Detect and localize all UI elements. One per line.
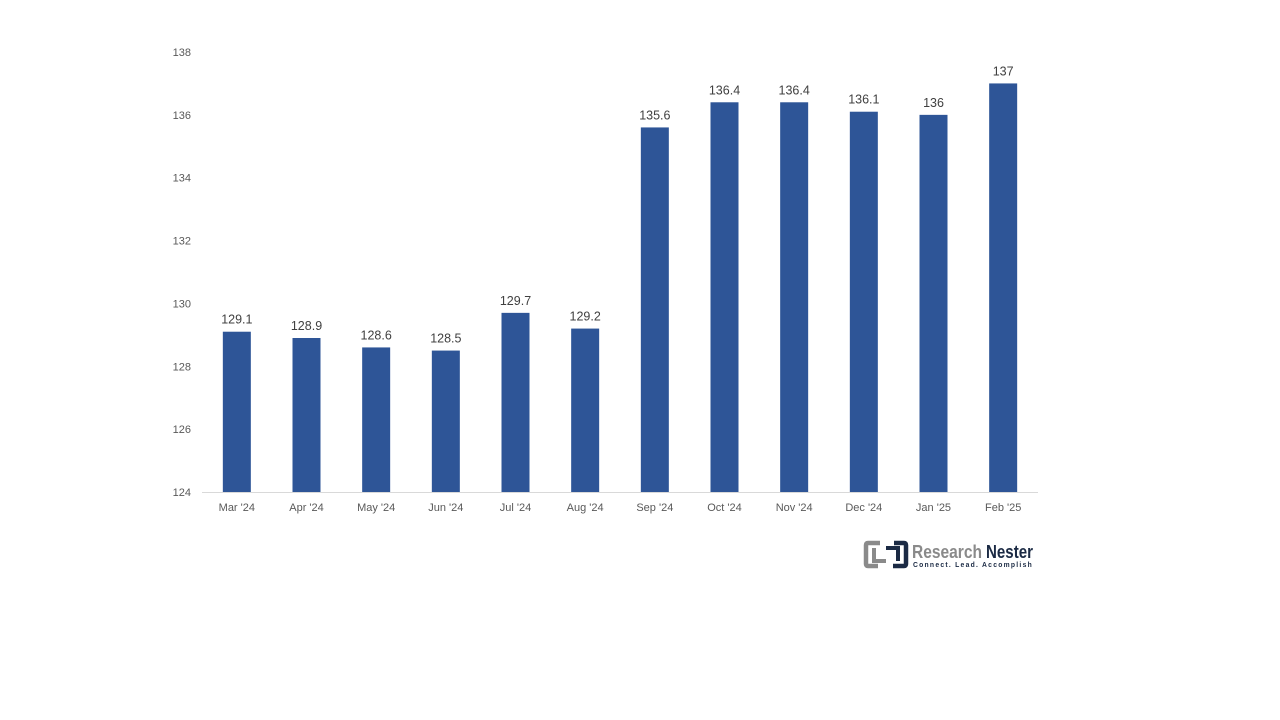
data-label: 136.4 <box>779 83 810 97</box>
x-tick-label: May '24 <box>357 502 395 514</box>
x-tick-label: Sep '24 <box>636 502 673 514</box>
data-label: 136.4 <box>709 83 740 97</box>
y-tick-label: 128 <box>173 361 191 373</box>
x-tick-label: Jun '24 <box>428 502 463 514</box>
logo-mark-icon <box>863 540 909 569</box>
y-tick-label: 126 <box>173 424 191 436</box>
x-tick-label: Nov '24 <box>776 502 813 514</box>
data-label: 128.6 <box>361 328 392 342</box>
x-tick-label: Jul '24 <box>500 502 531 514</box>
y-tick-label: 134 <box>173 173 191 185</box>
x-tick-label: Feb '25 <box>985 502 1021 514</box>
y-tick-label: 136 <box>173 110 191 122</box>
bars <box>222 83 1018 493</box>
x-tick-label: Mar '24 <box>219 502 255 514</box>
x-axis: Mar '24 Apr '24 May '24 Jun '24 Jul '24 Aug '… <box>202 492 1038 514</box>
bar <box>501 312 530 492</box>
x-tick-label: Aug '24 <box>567 502 604 514</box>
bar <box>710 102 739 493</box>
data-labels: 129.1 128.9 128.6 128.5 129.7 129.2 135.6 136.4… <box>221 64 1013 345</box>
bar <box>292 338 321 492</box>
bar <box>919 114 948 492</box>
data-label: 128.5 <box>430 332 461 346</box>
data-label: 128.9 <box>291 319 322 333</box>
data-label: 136 <box>923 96 944 110</box>
x-tick-label: Dec '24 <box>845 502 882 514</box>
y-tick-label: 132 <box>173 236 191 248</box>
data-label: 135.6 <box>639 108 670 122</box>
bar <box>989 83 1018 492</box>
y-tick-label: 138 <box>173 47 191 59</box>
logo-word-research: Research <box>912 541 982 562</box>
x-tick-label: Apr '24 <box>289 502 324 514</box>
bar <box>362 347 391 492</box>
bar <box>431 350 460 492</box>
y-tick-label: 124 <box>173 487 191 499</box>
data-label: 129.2 <box>570 310 601 324</box>
logo-tagline: Connect. Lead. Accomplish <box>913 562 1033 569</box>
bar <box>640 127 669 492</box>
x-tick-label: Oct '24 <box>707 502 742 514</box>
y-tick-label: 130 <box>173 298 191 310</box>
bar <box>222 331 251 492</box>
data-label: 136.1 <box>848 93 879 107</box>
data-label: 129.1 <box>221 313 252 327</box>
y-axis: 124 126 128 130 132 134 136 138 <box>173 47 191 499</box>
logo-word-nester: Nester <box>986 541 1033 562</box>
data-label: 137 <box>993 64 1014 78</box>
bar <box>849 111 878 492</box>
data-label: 129.7 <box>500 294 531 308</box>
research-nester-logo: Research Nester Connect. Lead. Accomplis… <box>863 540 1033 569</box>
bar <box>780 102 809 493</box>
x-tick-label: Jan '25 <box>916 502 951 514</box>
bar <box>571 328 600 492</box>
